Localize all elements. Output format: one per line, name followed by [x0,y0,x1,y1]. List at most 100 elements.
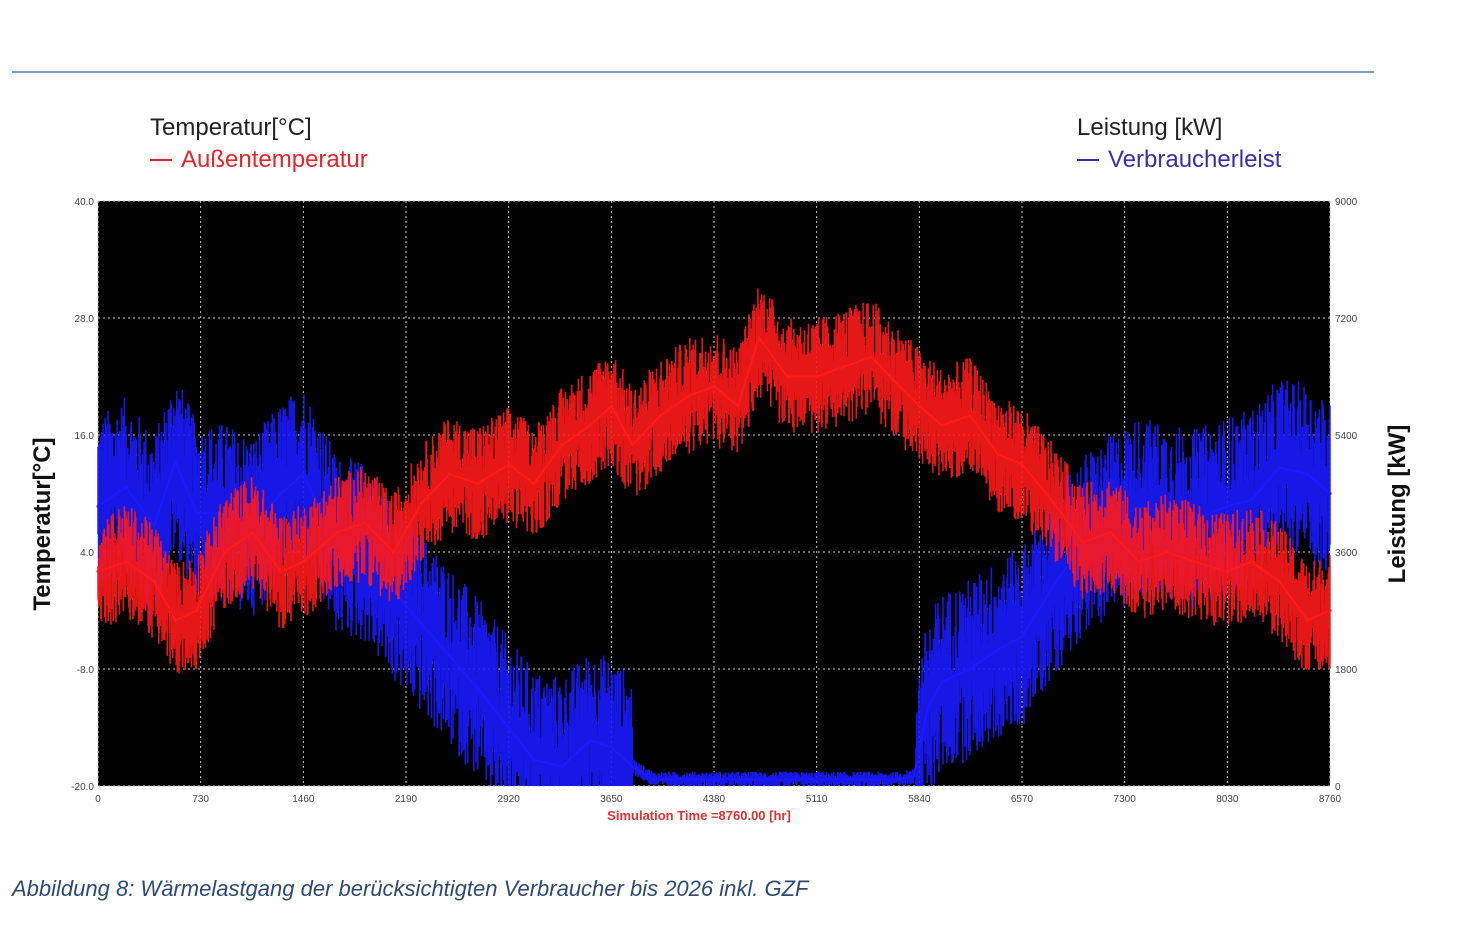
legend-item-load: Verbraucherleist [1077,144,1281,176]
x-tick-label: 730 [192,794,209,805]
load-point [926,706,930,710]
y2-tick-label: 9000 [1335,197,1358,208]
temperature-point [1328,609,1332,612]
temperature-point [363,521,367,525]
temperature-point [1193,560,1197,564]
load-point [841,778,845,781]
load-point [448,654,452,658]
temperature-point [785,375,789,378]
y2-tick-label: 0 [1335,782,1341,793]
load-point [194,511,198,515]
load-point [652,778,656,781]
heat-load-chart: 0 730 1460 2190 2920 3650 4380 5110 5840 6570 7300… [29,197,1411,823]
y-tick-labels: -20.0 -8.0 4.0 16.0 28.0 40.0 [71,197,94,793]
temperature-point [815,375,819,378]
temperature-point [419,501,423,505]
load-point [96,505,100,508]
temperature-point [588,423,592,427]
load-point [279,492,283,495]
temperature-point [1225,570,1229,573]
temperature-noise-band [97,288,1331,674]
temperature-point [1052,501,1056,505]
temperature-point [279,570,283,573]
temperature-point [687,394,691,398]
load-point [173,459,177,463]
y2-tick-label: 1800 [1335,665,1358,676]
load-point [912,774,916,778]
temperature-point [630,443,634,447]
load-point [1277,466,1281,469]
x-tick-label: 8030 [1216,794,1239,805]
load-legend-swatch [1077,159,1099,161]
x-tick-label: 7300 [1114,794,1137,805]
temperature-point [532,482,536,486]
load-point [870,778,874,781]
temperature-point [940,423,944,427]
x-tick-label: 2920 [498,794,521,805]
temperature-point [968,414,972,417]
load-point [712,778,716,781]
temperature-point [391,550,395,554]
temperature-point [917,404,921,408]
y2-tick-label: 5400 [1335,431,1358,442]
y-tick-label: 4.0 [80,548,94,559]
temperature-legend-label: Außentemperatur [181,146,368,173]
header-rule [12,71,1374,73]
temperature-point [1305,618,1309,622]
load-point [630,765,634,768]
y2-axis-label: Leistung [kW] [1384,425,1411,584]
temperature-point [898,384,902,388]
load-point [301,472,305,476]
temperature-point [609,404,613,408]
x-tick-label: 4380 [703,794,726,805]
load-point [1020,635,1024,638]
temperature-point [1277,579,1281,583]
x-axis-label: Simulation Time =8760.00 [hr] [607,808,791,823]
temperature-point [736,404,740,408]
temperature-point [1109,531,1113,534]
temperature-point [1020,462,1024,466]
figure-caption: Abbildung 8: Wärmelastgang der berücksic… [12,876,809,901]
y2-tick-label: 7200 [1335,314,1358,325]
x-tick-labels: 0 730 1460 2190 2920 3650 4380 5110 5840 6570 7300… [95,794,1341,805]
x-tick-label: 5840 [908,794,931,805]
temperature-point [507,462,511,466]
temperature-point [223,550,227,554]
x-tick-label: 8760 [1319,794,1342,805]
load-point [124,485,128,489]
load-point [1305,472,1309,476]
x-tick-label: 2190 [395,794,418,805]
x-tick-label: 1460 [292,794,315,805]
load-point [152,524,156,528]
load-point [476,687,480,690]
series-layer [96,288,1332,786]
temperature-point [194,609,198,612]
y-tick-label: 40.0 [75,197,95,208]
y-tick-label: 28.0 [75,314,95,325]
temperature-point [335,531,339,534]
y-axis-label: Temperatur[°C] [29,437,56,610]
load-point [1249,498,1253,502]
load-point [609,745,613,749]
load-point [736,778,740,781]
temperature-legend-swatch [150,159,172,161]
temperature-point [560,443,564,447]
load-point [898,778,902,781]
load-point [785,778,789,781]
temperature-point [712,384,716,388]
x-tick-label: 3650 [600,794,623,805]
legend-item-temperature: Außentemperatur [150,144,368,176]
load-point [1328,492,1332,495]
temperature-point [96,570,100,573]
load-point [687,778,691,781]
load-legend-label: Verbraucherleist [1108,146,1282,173]
load-point [1225,505,1229,508]
temperature-point [173,618,177,622]
temperature-point [757,336,761,339]
temperature-point [124,560,128,564]
right-axis-heading: Leistung [kW] [1077,114,1223,141]
y-tick-label: -20.0 [71,782,94,793]
load-point [1052,583,1056,586]
load-point [419,622,423,625]
y2-tick-labels: 0 1800 3600 5400 7200 9000 [1335,197,1358,793]
